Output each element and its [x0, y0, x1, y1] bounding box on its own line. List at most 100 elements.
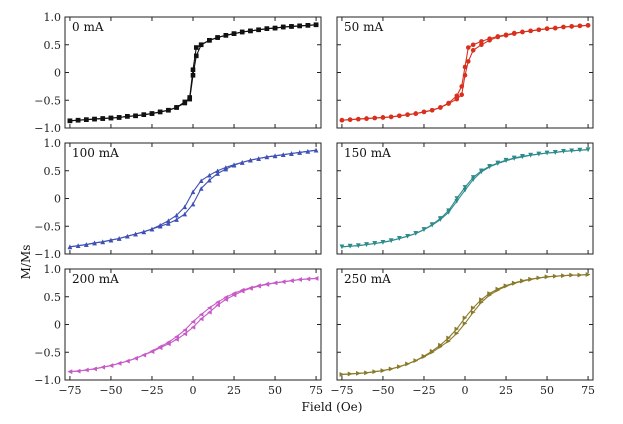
data-point: [166, 221, 171, 226]
data-point: [256, 27, 261, 33]
data-point: [215, 168, 220, 174]
x-axis-title: Field (Oe): [302, 400, 363, 414]
data-point: [264, 26, 270, 31]
data-point: [503, 33, 509, 38]
data-point: [569, 272, 574, 278]
data-point: [166, 341, 171, 347]
panel-3: 150 mA: [336, 142, 594, 255]
data-point: [239, 29, 245, 35]
data-point: [75, 368, 81, 374]
data-point: [231, 162, 237, 168]
data-point: [256, 283, 261, 289]
data-point: [454, 331, 460, 336]
panel-label: 250 mA: [344, 272, 391, 286]
data-point: [280, 24, 286, 30]
data-point: [388, 366, 394, 372]
data-point: [198, 178, 204, 184]
data-point: [272, 153, 278, 159]
data-point: [84, 117, 89, 122]
panel-2: −1.0 −0.5 0 0.5 1.0 100 mA: [34, 137, 322, 261]
series-line-1: [69, 149, 317, 248]
data-point: [462, 315, 468, 321]
data-point: [190, 189, 196, 195]
data-point: [438, 217, 443, 222]
data-point: [470, 309, 476, 315]
data-point: [347, 243, 353, 249]
series-line-0: [341, 149, 589, 248]
data-point: [459, 92, 465, 97]
data-point: [193, 53, 199, 59]
data-point: [264, 282, 270, 287]
data-point: [429, 349, 435, 355]
data-point: [272, 25, 278, 31]
data-point: [339, 244, 345, 250]
panel-1: 50 mA: [336, 16, 594, 129]
data-point: [133, 231, 138, 237]
data-point: [356, 243, 361, 248]
data-point: [454, 326, 460, 332]
data-point: [413, 231, 419, 236]
data-point: [339, 372, 345, 377]
y-tick-label: −1.0: [34, 374, 61, 387]
data-point: [446, 101, 451, 106]
data-point: [223, 33, 229, 38]
data-point: [470, 177, 476, 182]
data-point: [413, 111, 419, 116]
series-line-1: [341, 149, 589, 248]
data-point: [405, 233, 410, 239]
data-point: [429, 222, 435, 228]
data-point: [231, 292, 237, 298]
data-point: [149, 226, 155, 232]
y-axis-title: M/Ms: [19, 245, 33, 280]
data-point: [239, 160, 245, 165]
data-point: [536, 275, 542, 281]
data-point: [198, 312, 204, 317]
data-point: [438, 344, 443, 349]
y-tick-label: 0: [54, 193, 61, 206]
data-point: [108, 237, 114, 243]
y-tick-label: 0.5: [44, 39, 62, 52]
data-point: [207, 172, 212, 178]
data-point: [364, 370, 369, 376]
panel-label: 100 mA: [72, 146, 119, 160]
data-point: [187, 96, 193, 102]
y-tick-label: 0.5: [44, 165, 62, 178]
data-point: [305, 149, 311, 154]
series-line-1: [341, 24, 589, 121]
data-point: [372, 369, 378, 374]
x-tick-label: −25: [140, 384, 163, 397]
data-point: [413, 358, 419, 363]
data-point: [264, 154, 270, 160]
data-point: [149, 349, 155, 354]
data-point: [380, 240, 386, 245]
data-point: [561, 24, 566, 30]
data-point: [577, 272, 583, 278]
data-point: [174, 212, 179, 218]
data-point: [166, 218, 171, 223]
data-point: [462, 321, 468, 326]
data-point: [380, 115, 386, 120]
data-point: [503, 158, 509, 164]
data-point: [465, 45, 471, 50]
data-point: [198, 186, 204, 191]
data-point: [388, 114, 394, 120]
data-point: [280, 152, 286, 157]
panel-5: −75 −50 −25 0 25 50 75 250 mA: [330, 268, 595, 397]
x-tick-label: 50: [268, 384, 282, 397]
panel-4: −75 −50 −25 0 25 50 75 −1.0 −0.5 0 0.5 1.0 200 mA: [34, 263, 323, 397]
data-point: [190, 324, 196, 330]
data-point: [297, 23, 302, 29]
data-point: [347, 371, 353, 377]
data-point: [149, 111, 155, 116]
data-point: [405, 112, 410, 117]
data-point: [100, 364, 106, 370]
data-point: [470, 305, 476, 311]
data-point: [116, 236, 122, 241]
y-tick-label: −1.0: [34, 248, 61, 261]
data-point: [421, 354, 427, 359]
data-point: [75, 117, 81, 123]
data-point: [503, 283, 509, 289]
data-point: [239, 288, 245, 294]
data-point: [174, 105, 179, 110]
